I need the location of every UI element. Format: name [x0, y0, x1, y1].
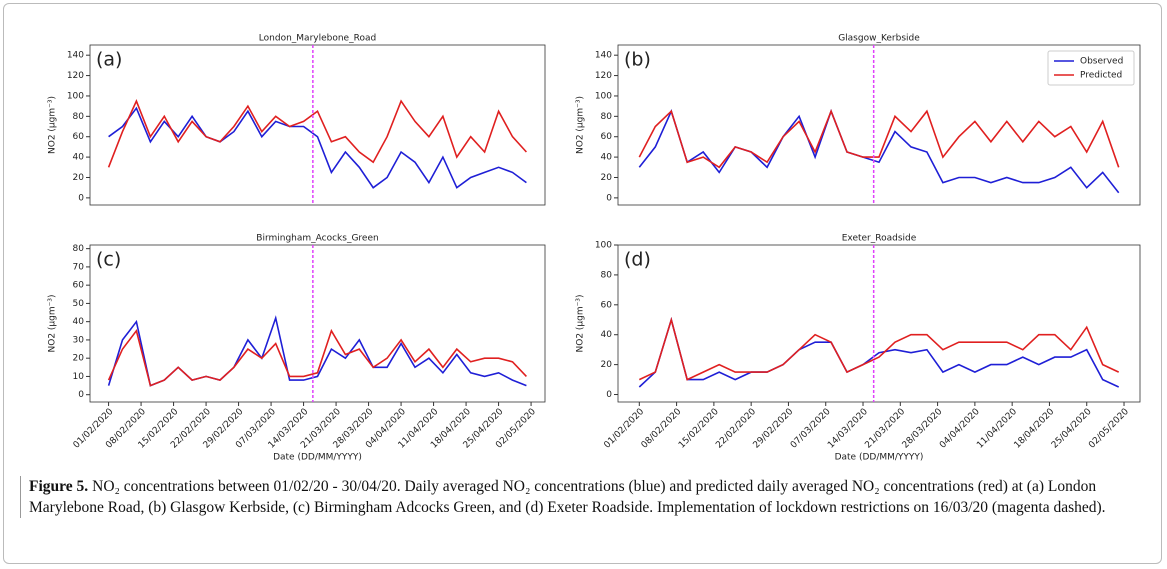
caption-label: Figure 5. — [29, 478, 89, 495]
y-axis-label: NO2 (μgm⁻³) — [48, 96, 58, 154]
data-line — [638, 316, 1120, 388]
data-line — [638, 109, 1120, 169]
caption-text: NO₂ concentrations between 01/02/20 - 30… — [29, 478, 1106, 516]
y-tick-label: 100 — [67, 91, 84, 101]
y-tick-label: 100 — [595, 91, 612, 101]
y-tick-label: 140 — [595, 51, 612, 61]
frame — [3, 3, 1162, 564]
chart-title: Exeter_Roadside — [842, 234, 917, 244]
panel-label: (b) — [624, 49, 651, 71]
data-line — [638, 316, 1120, 381]
y-tick-label: 120 — [595, 71, 612, 81]
y-tick-label: 20 — [73, 354, 85, 364]
y-tick-label: 20 — [601, 173, 613, 183]
y-tick-label: 20 — [73, 173, 85, 183]
y-tick-label: 80 — [73, 112, 85, 122]
panel-label: (a) — [96, 49, 122, 71]
y-tick-label: 60 — [601, 132, 613, 142]
figure: London_Marylebone_Road (a) NO2 (μgm⁻³) 0 20 4… — [48, 34, 1141, 463]
plot-area — [617, 244, 1141, 403]
y-axis-label: NO2 (μgm⁻³) — [576, 96, 586, 154]
x-axis-label: Date (DD/MM/YYYY) — [835, 453, 924, 463]
y-tick-label: 80 — [601, 112, 613, 122]
chart-title: London_Marylebone_Road — [259, 34, 376, 44]
y-tick-label: 40 — [73, 317, 85, 327]
data-line — [107, 328, 527, 387]
y-tick-label: 60 — [601, 300, 613, 310]
y-tick-label: 40 — [73, 153, 85, 163]
y-tick-label: 120 — [67, 71, 84, 81]
y-axis-label: NO2 (μgm⁻³) — [48, 295, 58, 353]
y-tick-label: 20 — [601, 360, 613, 370]
y-tick-label: 70 — [73, 262, 85, 272]
y-tick-label: 40 — [601, 330, 613, 340]
y-tick-label: 0 — [78, 193, 84, 203]
x-tick-label: 02/05/2020 — [1087, 407, 1131, 451]
panel-label: (c) — [96, 249, 121, 271]
data-line — [107, 315, 527, 387]
y-tick-label: 40 — [601, 153, 613, 163]
y-tick-label: 0 — [78, 390, 84, 400]
legend-label: Observed — [1080, 57, 1123, 67]
y-tick-label: 30 — [73, 335, 85, 345]
plot-area — [89, 244, 546, 403]
data-line — [107, 99, 527, 168]
y-tick-label: 10 — [73, 372, 85, 382]
chart-title: Birmingham_Acocks_Green — [256, 234, 378, 244]
plot-area — [89, 44, 546, 206]
y-tick-label: 100 — [595, 241, 612, 251]
y-tick-label: 60 — [73, 132, 85, 142]
y-tick-label: 80 — [73, 244, 85, 254]
y-tick-label: 0 — [606, 193, 612, 203]
chart-title: Glasgow_Kerbside — [838, 34, 920, 44]
y-tick-label: 140 — [67, 51, 84, 61]
x-axis-label: Date (DD/MM/YYYY) — [273, 453, 362, 463]
y-tick-label: 80 — [601, 270, 613, 280]
data-line — [108, 106, 527, 189]
y-tick-label: 60 — [73, 281, 85, 291]
plot-area — [617, 44, 1141, 206]
legend-box — [1047, 50, 1135, 86]
y-tick-label: 50 — [73, 299, 85, 309]
caption: Figure 5. NO₂ concentrations between 01/0… — [20, 476, 1139, 518]
y-tick-label: 0 — [606, 390, 612, 400]
legend-label: Predicted — [1080, 71, 1122, 81]
y-axis-label: NO2 (μgm⁻³) — [576, 295, 586, 353]
panel-label: (d) — [624, 249, 651, 271]
data-line — [638, 108, 1120, 194]
